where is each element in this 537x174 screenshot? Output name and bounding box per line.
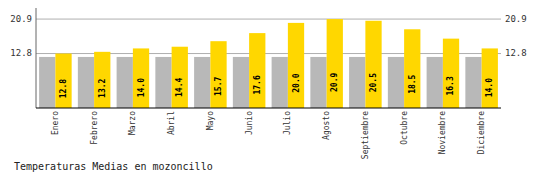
x-tick-label: Junio (245, 111, 254, 135)
x-tick-label: Diciembre (477, 111, 486, 155)
bar (404, 29, 420, 108)
bar (427, 57, 443, 108)
bar (117, 57, 133, 108)
data-label: 18.5 (408, 74, 417, 93)
chart-container: 12.8 13.2 14.0 14.4 15.7 17.6 20.0 20.9 20.5 18.5… (0, 0, 537, 174)
bar (249, 33, 265, 108)
data-label: 12.8 (59, 79, 68, 98)
x-tick-label: Julio (283, 111, 292, 135)
y-axis-line (36, 8, 37, 108)
y-tick-label: 12.8 (10, 48, 32, 58)
bar (233, 57, 249, 108)
x-tick-label: Febrero (90, 111, 99, 145)
bar (482, 48, 498, 108)
bar (310, 57, 326, 108)
bar (133, 48, 149, 108)
x-tick-label: Octubre (400, 111, 409, 145)
data-label: 14.0 (137, 78, 146, 97)
grid-line (36, 19, 501, 20)
bar (288, 23, 304, 108)
x-tick-label: Abril (167, 111, 176, 135)
y2-tick-label: 20.9 (505, 14, 527, 24)
data-label: 15.7 (214, 77, 223, 96)
chart-svg: 12.8 13.2 14.0 14.4 15.7 17.6 20.0 20.9 20.5 18.5… (0, 0, 537, 174)
x-tick-label: Septiembre (361, 111, 370, 159)
bar (327, 19, 343, 108)
data-label: 14.4 (175, 78, 184, 97)
bar (465, 57, 481, 108)
data-label: 17.6 (253, 75, 262, 94)
bars (39, 19, 498, 108)
y2-tick-label: 12.8 (505, 48, 527, 58)
data-label: 20.9 (330, 73, 339, 92)
x-tick-label: Enero (51, 111, 60, 135)
bar (172, 47, 188, 108)
data-label: 13.2 (98, 78, 107, 97)
x-tick-label: Mayo (206, 111, 215, 130)
bar (55, 54, 71, 108)
bar (272, 57, 288, 108)
title: Temperaturas Medias en mozoncillo (14, 161, 213, 172)
data-label: 20.5 (369, 73, 378, 92)
bar (210, 41, 226, 108)
data-label: 20.0 (292, 73, 301, 92)
data-label: 14.0 (485, 78, 494, 97)
bar (443, 39, 459, 108)
x-tick-label: Marzo (128, 111, 137, 135)
x-tick-label: Noviembre (438, 111, 447, 155)
x-axis-line (36, 108, 501, 109)
bar (349, 57, 365, 108)
bar (39, 57, 55, 108)
bar (94, 52, 110, 108)
bar (194, 57, 210, 108)
bar (155, 57, 171, 108)
bar (78, 57, 94, 108)
data-label: 16.3 (447, 76, 456, 95)
x-tick-label: Agosto (322, 111, 331, 140)
bar (365, 21, 381, 108)
y-tick-label: 20.9 (10, 14, 32, 24)
bar (388, 57, 404, 108)
